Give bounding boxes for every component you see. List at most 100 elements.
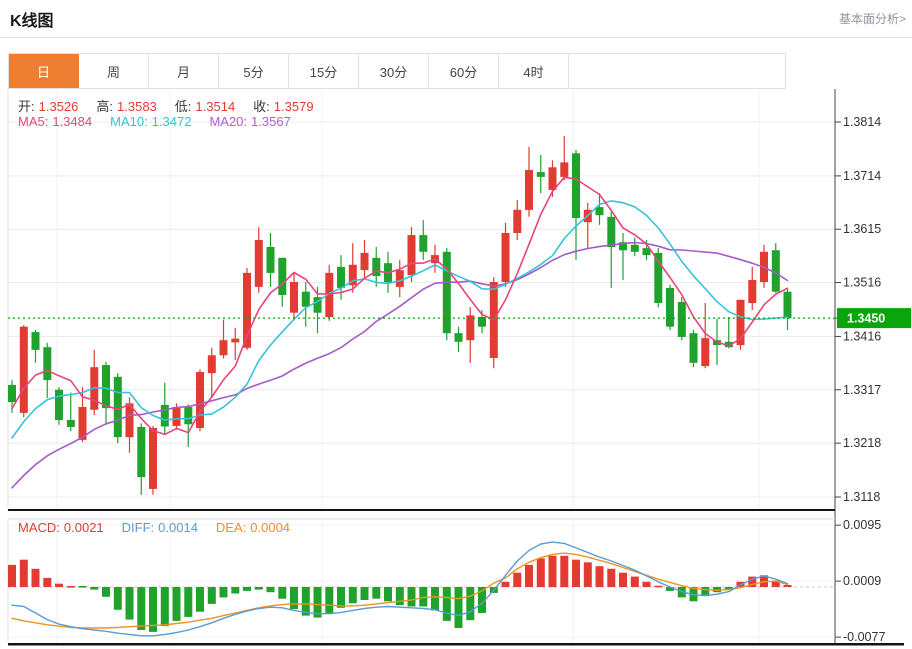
legend-value: 0.0014: [158, 520, 198, 535]
macd-panel-bottom-border: [8, 643, 904, 646]
candle-body: [278, 257, 287, 295]
macd-bar: [78, 586, 87, 588]
macd-bar: [31, 568, 40, 587]
candle-body: [337, 266, 345, 288]
tab-4时[interactable]: 4时: [499, 54, 569, 88]
candle-body: [654, 252, 663, 303]
legend-value: 0.0021: [63, 520, 104, 535]
candle-body: [548, 167, 557, 190]
macd-bar: [184, 587, 193, 617]
macd-bar: [113, 587, 122, 610]
macd-bar: [642, 581, 651, 587]
candle-body: [8, 384, 16, 403]
candle-body: [419, 235, 428, 252]
legend-value: 0.0004: [250, 520, 291, 535]
candle-body: [290, 282, 298, 313]
candle-body: [454, 333, 463, 342]
tab-周[interactable]: 周: [79, 54, 149, 88]
macd-bar: [407, 587, 416, 607]
legend-label: MA20:: [209, 114, 248, 129]
candle-body: [513, 209, 522, 233]
ma10-line: [11, 200, 789, 439]
tab-月[interactable]: 月: [149, 54, 219, 88]
header-divider: [0, 37, 912, 38]
candle-body: [724, 341, 733, 348]
ohlc-legend: 开: 1.3526 高: 1.3583 低: 1.3514 收: 1.3579: [18, 96, 332, 115]
macd-bar: [231, 587, 240, 594]
candle-body: [348, 264, 357, 286]
legend-label: 开:: [18, 99, 35, 114]
legend-value: 1.3484: [52, 114, 93, 129]
macd-bar: [360, 587, 369, 600]
macd-bar: [207, 587, 216, 604]
macd-bar: [501, 581, 510, 587]
macd-bar: [654, 585, 663, 588]
tab-5分[interactable]: 5分: [219, 54, 289, 88]
price-axis-label: 1.3714: [843, 169, 881, 183]
macd-bar: [372, 587, 381, 599]
price-axis-label: 1.3317: [843, 383, 881, 397]
candles-layer: [8, 136, 792, 495]
macd-bar: [254, 587, 263, 590]
tab-15分[interactable]: 15分: [289, 54, 359, 88]
macd-bar: [290, 587, 298, 610]
price-axis-label: 1.3218: [843, 436, 881, 450]
macd-bar: [771, 580, 780, 587]
price-axis-label: 1.3814: [843, 115, 881, 129]
current-price-badge: [837, 308, 911, 329]
legend-label: MACD:: [18, 520, 60, 535]
candle-body: [19, 326, 28, 413]
tab-60分[interactable]: 60分: [429, 54, 499, 88]
macd-bar: [149, 587, 157, 632]
macd-bar: [466, 587, 475, 621]
macd-bar: [783, 585, 792, 587]
legend-label: 收:: [253, 99, 270, 114]
tab-日[interactable]: 日: [9, 54, 79, 88]
price-axis-label: 1.3118: [843, 490, 880, 504]
candle-body: [254, 240, 263, 287]
legend-value: 1.3526: [38, 99, 79, 114]
candle-body: [666, 287, 674, 327]
candle-body: [31, 332, 40, 350]
candle-body: [701, 338, 710, 367]
legend-item: MA5: 1.3484: [18, 114, 96, 129]
candle-body: [466, 315, 475, 341]
legend-item: MA10: 1.3472: [110, 114, 195, 129]
macd-bar: [8, 564, 16, 587]
macd-bar: [90, 587, 99, 590]
macd-bar: [19, 559, 28, 587]
ma-legend: MA5: 1.3484 MA10: 1.3472 MA20: 1.3567: [18, 114, 309, 129]
macd-bar: [478, 587, 486, 613]
tab-30分[interactable]: 30分: [359, 54, 429, 88]
candle-body: [172, 407, 181, 426]
candle-body: [771, 250, 780, 292]
fundamental-analysis-link[interactable]: 基本面分析>: [838, 12, 906, 26]
macd-bar: [384, 587, 392, 602]
macd-bar: [666, 587, 674, 591]
macd-bar: [724, 587, 733, 590]
candle-body: [66, 420, 75, 427]
macd-axis-label: 0.0009: [843, 574, 881, 588]
macd-axis-label: -0.0077: [843, 630, 885, 644]
macd-bar: [137, 587, 146, 630]
candle-body: [630, 244, 639, 252]
macd-bar: [560, 555, 569, 588]
main-panel-bottom-border: [8, 509, 835, 511]
macd-bar: [431, 587, 439, 611]
candle-body: [478, 317, 486, 327]
candle-body: [125, 403, 134, 438]
price-axis-label: 1.3416: [843, 329, 881, 343]
legend-label: DIFF:: [121, 520, 155, 535]
dea-line: [11, 552, 789, 629]
macd-bar: [172, 587, 181, 621]
candle-body: [407, 235, 416, 275]
candle-body: [736, 299, 745, 346]
legend-value: 1.3514: [195, 99, 236, 114]
legend-item: DIFF: 0.0014: [122, 520, 202, 535]
candle-body: [525, 170, 533, 210]
legend-item: 收: 1.3579: [253, 99, 317, 114]
legend-label: DEA:: [215, 520, 247, 535]
macd-bar: [196, 587, 204, 612]
legend-item: 高: 1.3583: [96, 99, 160, 114]
